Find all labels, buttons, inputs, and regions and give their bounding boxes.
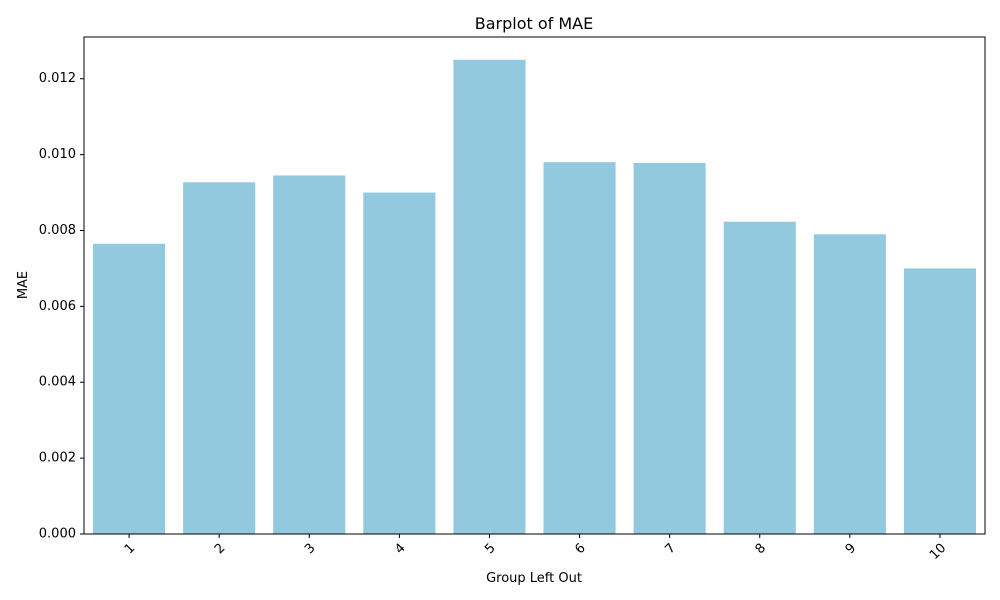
bar-4 [363,192,436,535]
bar-7 [633,162,706,534]
y-tick-label: 0.008 [39,223,76,238]
plot-frame [83,36,986,535]
y-tick-label: 0.010 [39,147,76,162]
y-tick-label: 0.012 [39,71,76,86]
bar-9 [813,234,886,534]
bar-2 [183,182,256,534]
x-axis-label: Group Left Out [486,571,582,586]
chart-title: Barplot of MAE [475,14,593,33]
y-axis-label: MAE [16,271,31,299]
y-tick-label: 0.004 [39,375,76,390]
y-tick-label: 0.002 [39,451,76,466]
bar-8 [723,221,796,534]
bar-5 [453,59,526,534]
y-tick-label: 0.006 [39,299,76,314]
bar-6 [543,162,616,534]
y-tick-label: 0.000 [39,527,76,542]
y-axis-ticks: 0.000 0.002 0.004 0.006 0.008 0.010 0.012 [39,71,84,542]
bar-1 [93,243,166,534]
bar-10 [903,268,976,534]
bar-3 [273,175,346,535]
bars [93,59,976,535]
